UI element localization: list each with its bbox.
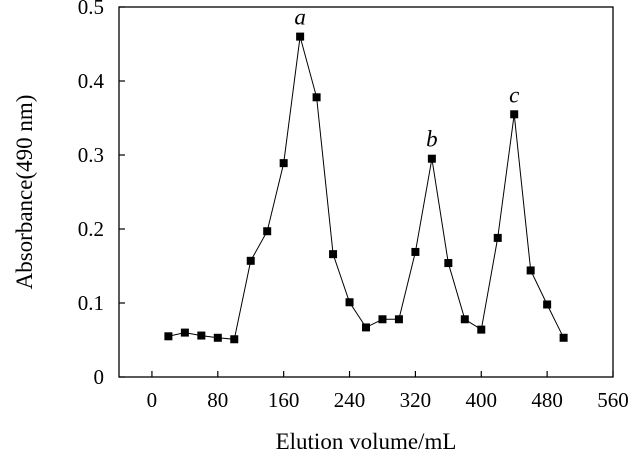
data-point <box>493 233 502 242</box>
data-point <box>329 250 338 259</box>
x-tick-label: 480 <box>531 388 563 412</box>
data-point <box>213 333 222 342</box>
y-tick-label: 0.3 <box>78 143 104 167</box>
x-tick-label: 240 <box>334 388 366 412</box>
data-point <box>510 110 519 119</box>
x-tick-label: 320 <box>400 388 432 412</box>
data-point <box>164 332 173 341</box>
data-point <box>460 315 469 324</box>
data-point <box>197 331 206 340</box>
x-tick-label: 560 <box>597 388 629 412</box>
data-point <box>180 328 189 337</box>
data-point <box>477 325 486 334</box>
data-point <box>378 315 387 324</box>
x-tick-label: 400 <box>466 388 498 412</box>
data-point <box>279 159 288 168</box>
data-point <box>296 32 305 41</box>
data-point <box>543 300 552 309</box>
data-point <box>559 333 568 342</box>
y-tick-label: 0.2 <box>78 217 104 241</box>
y-tick-label: 0 <box>94 365 105 389</box>
data-point <box>312 93 321 102</box>
data-point <box>263 227 272 236</box>
y-tick-label: 0.1 <box>78 291 104 315</box>
plot-frame <box>118 6 614 378</box>
series-line <box>168 36 565 340</box>
data-point <box>394 315 403 324</box>
y-tick-label: 0.4 <box>78 69 105 93</box>
y-axis-ticks: 0 0.1 0.2 0.3 0.4 0.5 <box>78 0 125 389</box>
peak-label: c <box>509 82 519 107</box>
data-series <box>164 32 568 344</box>
y-tick-label: 0.5 <box>78 0 104 19</box>
x-axis-title: Elution volume/mL <box>276 429 457 454</box>
x-tick-label: 160 <box>268 388 300 412</box>
data-point <box>444 259 453 268</box>
y-axis-title: Absorbance(490 nm) <box>12 95 37 290</box>
data-point <box>230 335 239 344</box>
data-point <box>427 154 436 163</box>
x-tick-label: 80 <box>207 388 228 412</box>
x-axis-ticks: 0 80 160 240 320 400 480 560 <box>147 371 629 412</box>
peak-label: b <box>426 127 438 152</box>
data-point <box>246 256 255 265</box>
x-tick-label: 0 <box>147 388 158 412</box>
data-point <box>526 266 535 275</box>
data-point <box>362 323 370 332</box>
peak-annotations: a b c <box>294 5 519 152</box>
data-point <box>345 298 354 307</box>
data-point <box>411 247 420 256</box>
peak-label: a <box>294 5 306 30</box>
